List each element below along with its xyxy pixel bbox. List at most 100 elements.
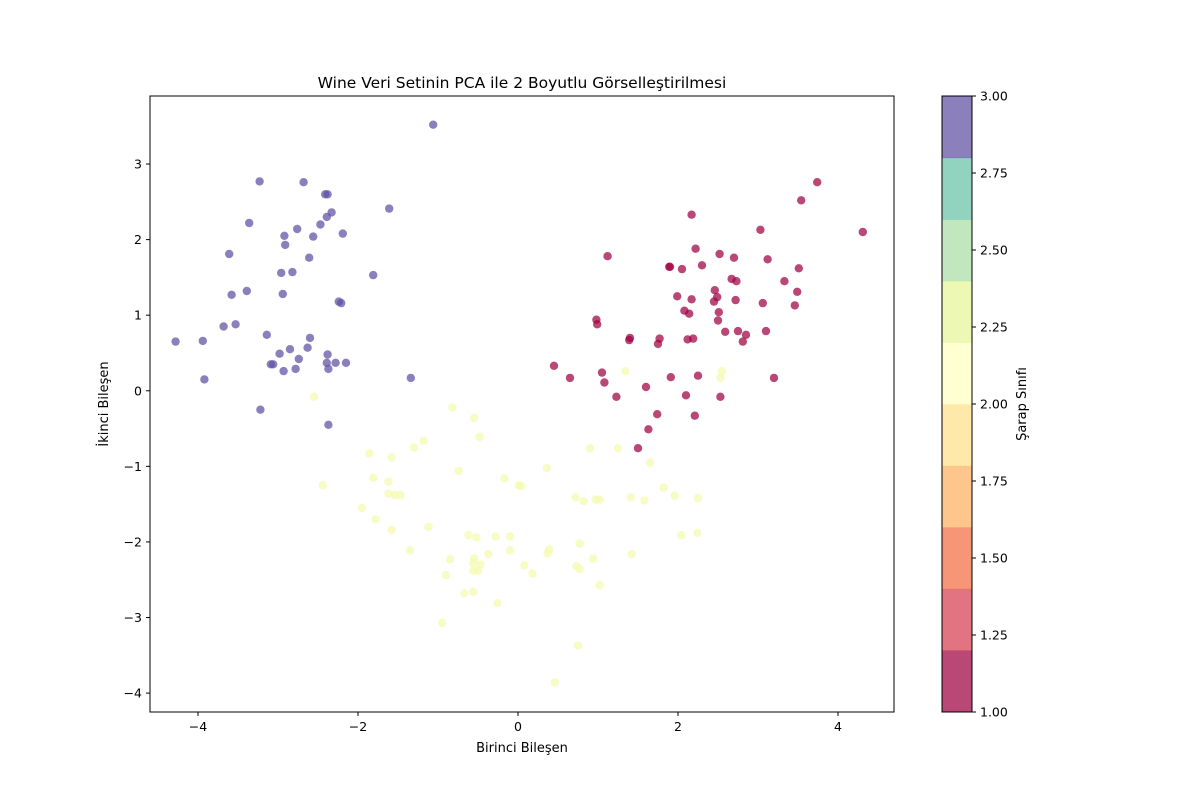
data-point-class-2-3 bbox=[365, 449, 374, 458]
y-tick-label-6: 2 bbox=[134, 232, 142, 247]
colorbar-band-1 bbox=[942, 588, 972, 651]
data-point-class-2-4 bbox=[369, 473, 378, 482]
data-point-class-1-49 bbox=[761, 326, 771, 336]
colorbar-tick-label-0: 1.00 bbox=[980, 705, 1008, 720]
data-point-class-2-37 bbox=[505, 546, 515, 555]
data-point-class-3-23 bbox=[293, 224, 302, 234]
data-point-class-2-67 bbox=[693, 493, 703, 503]
data-point-class-3-2 bbox=[200, 375, 209, 384]
colorbar-tick-label-8: 3.00 bbox=[980, 89, 1008, 104]
data-point-class-2-17 bbox=[441, 571, 451, 580]
data-point-class-2-2 bbox=[357, 503, 367, 513]
plot-frame bbox=[149, 95, 895, 713]
data-point-class-3-25 bbox=[299, 178, 308, 187]
data-point-class-2-18 bbox=[445, 555, 455, 564]
data-point-class-1-1 bbox=[565, 373, 575, 383]
data-point-class-2-22 bbox=[464, 530, 473, 540]
data-point-class-1-38 bbox=[716, 392, 725, 401]
data-point-class-3-21 bbox=[288, 267, 297, 277]
data-point-class-2-64 bbox=[670, 491, 679, 500]
data-point-class-2-6 bbox=[384, 477, 393, 486]
data-point-class-1-55 bbox=[794, 264, 803, 273]
colorbar-band-8 bbox=[942, 157, 972, 220]
data-point-class-2-5 bbox=[371, 515, 380, 524]
data-point-class-2-44 bbox=[545, 545, 554, 554]
data-point-class-3-45 bbox=[385, 204, 394, 213]
colorbar-label: Şarap Sınıfı bbox=[1015, 367, 1030, 441]
data-point-class-1-51 bbox=[769, 373, 779, 383]
data-point-class-3-0 bbox=[171, 337, 180, 346]
data-point-class-1-25 bbox=[687, 295, 696, 304]
data-point-class-1-50 bbox=[763, 255, 772, 264]
data-point-class-2-42 bbox=[542, 463, 551, 473]
data-point-class-2-50 bbox=[575, 564, 584, 574]
data-point-class-1-20 bbox=[677, 264, 687, 274]
data-point-class-2-51 bbox=[579, 496, 588, 506]
data-point-class-2-26 bbox=[469, 554, 479, 563]
x-axis-label: Birinci Bileşen bbox=[476, 741, 568, 756]
data-point-class-2-48 bbox=[573, 641, 583, 650]
data-point-class-3-47 bbox=[429, 120, 438, 129]
y-tick-label-2: −2 bbox=[124, 534, 142, 549]
data-point-class-2-46 bbox=[571, 493, 580, 502]
data-point-class-1-5 bbox=[600, 378, 609, 387]
data-point-class-3-41 bbox=[337, 298, 346, 308]
data-point-class-2-41 bbox=[528, 569, 537, 578]
colorbar-band-2 bbox=[942, 527, 972, 590]
data-point-class-2-0 bbox=[309, 392, 319, 401]
data-point-class-1-13 bbox=[653, 410, 662, 419]
data-point-class-3-15 bbox=[277, 268, 286, 278]
data-point-class-3-14 bbox=[275, 349, 284, 358]
data-point-class-2-35 bbox=[500, 474, 509, 483]
data-point-class-2-12 bbox=[405, 546, 415, 555]
data-point-class-2-16 bbox=[437, 618, 447, 627]
data-point-class-1-0 bbox=[549, 361, 559, 370]
data-point-class-1-54 bbox=[793, 287, 802, 296]
data-point-class-2-27 bbox=[469, 413, 479, 423]
data-point-class-2-13 bbox=[409, 443, 419, 452]
data-point-class-1-58 bbox=[858, 227, 867, 237]
colorbar-ticks: 1.00 1.25 1.50 1.75 2.00 2.25 2.50 2.75 3.00 bbox=[972, 89, 1008, 720]
data-point-class-3-35 bbox=[323, 350, 332, 359]
data-point-class-2-68 bbox=[716, 373, 725, 383]
data-point-class-2-1 bbox=[318, 481, 327, 490]
data-point-class-1-35 bbox=[713, 316, 723, 325]
data-point-class-2-8 bbox=[387, 453, 396, 462]
data-point-class-1-44 bbox=[733, 326, 743, 336]
data-point-class-2-57 bbox=[613, 444, 623, 453]
data-point-class-3-20 bbox=[285, 345, 295, 354]
data-point-class-1-30 bbox=[693, 371, 703, 380]
data-point-class-3-17 bbox=[279, 366, 288, 376]
data-point-class-3-43 bbox=[341, 358, 351, 367]
y-tick-label-5: 1 bbox=[134, 308, 142, 323]
chart-title: Wine Veri Setinin PCA ile 2 Boyutlu Görs… bbox=[318, 74, 727, 92]
data-point-class-2-19 bbox=[448, 403, 457, 412]
data-point-class-2-65 bbox=[677, 530, 686, 540]
data-point-class-1-57 bbox=[813, 178, 822, 187]
data-point-class-3-30 bbox=[316, 220, 325, 229]
data-point-class-2-14 bbox=[419, 436, 428, 445]
y-axis-label: İkinci Bileşen bbox=[96, 361, 112, 446]
data-point-class-1-52 bbox=[780, 277, 789, 286]
data-point-class-2-55 bbox=[595, 495, 604, 504]
data-point-class-1-33 bbox=[710, 286, 719, 295]
colorbar bbox=[941, 95, 973, 713]
colorbar-band-9 bbox=[942, 96, 972, 159]
data-point-class-2-45 bbox=[550, 678, 559, 687]
data-point-class-1-46 bbox=[741, 330, 751, 339]
data-point-class-1-24 bbox=[685, 309, 694, 318]
data-point-class-2-32 bbox=[484, 549, 493, 559]
data-point-class-3-28 bbox=[305, 333, 315, 343]
data-point-class-1-29 bbox=[691, 244, 700, 253]
data-point-class-3-13 bbox=[269, 360, 278, 369]
data-point-class-1-7 bbox=[612, 392, 621, 401]
data-point-class-1-18 bbox=[666, 373, 675, 382]
data-point-class-1-56 bbox=[797, 196, 806, 205]
x-tick-label-3: 2 bbox=[674, 719, 682, 734]
data-point-class-3-46 bbox=[406, 373, 415, 383]
data-point-class-3-6 bbox=[231, 320, 240, 329]
colorbar-tick-label-3: 1.75 bbox=[980, 474, 1008, 489]
data-point-class-1-27 bbox=[689, 334, 698, 343]
data-point-class-1-42 bbox=[731, 295, 740, 305]
